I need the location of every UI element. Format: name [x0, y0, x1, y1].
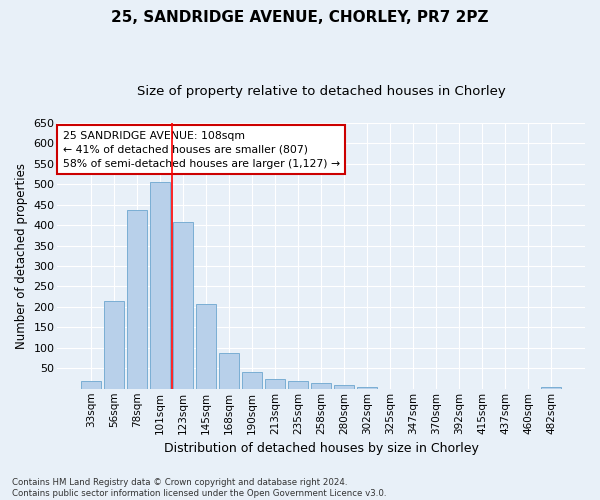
- Text: 25 SANDRIDGE AVENUE: 108sqm
← 41% of detached houses are smaller (807)
58% of se: 25 SANDRIDGE AVENUE: 108sqm ← 41% of det…: [63, 131, 340, 169]
- Bar: [289, 380, 308, 389]
- Bar: [104, 301, 124, 389]
- Bar: [220, 353, 239, 389]
- Bar: [334, 384, 354, 389]
- Bar: [358, 386, 377, 389]
- Bar: [311, 382, 331, 389]
- Bar: [173, 222, 193, 389]
- X-axis label: Distribution of detached houses by size in Chorley: Distribution of detached houses by size …: [164, 442, 479, 455]
- Bar: [82, 382, 101, 389]
- Text: 25, SANDRIDGE AVENUE, CHORLEY, PR7 2PZ: 25, SANDRIDGE AVENUE, CHORLEY, PR7 2PZ: [111, 10, 489, 25]
- Y-axis label: Number of detached properties: Number of detached properties: [15, 163, 28, 349]
- Bar: [127, 210, 147, 389]
- Bar: [151, 182, 170, 389]
- Title: Size of property relative to detached houses in Chorley: Size of property relative to detached ho…: [137, 85, 506, 98]
- Bar: [196, 304, 216, 389]
- Bar: [265, 378, 285, 389]
- Bar: [541, 386, 561, 389]
- Text: Contains HM Land Registry data © Crown copyright and database right 2024.
Contai: Contains HM Land Registry data © Crown c…: [12, 478, 386, 498]
- Bar: [242, 372, 262, 389]
